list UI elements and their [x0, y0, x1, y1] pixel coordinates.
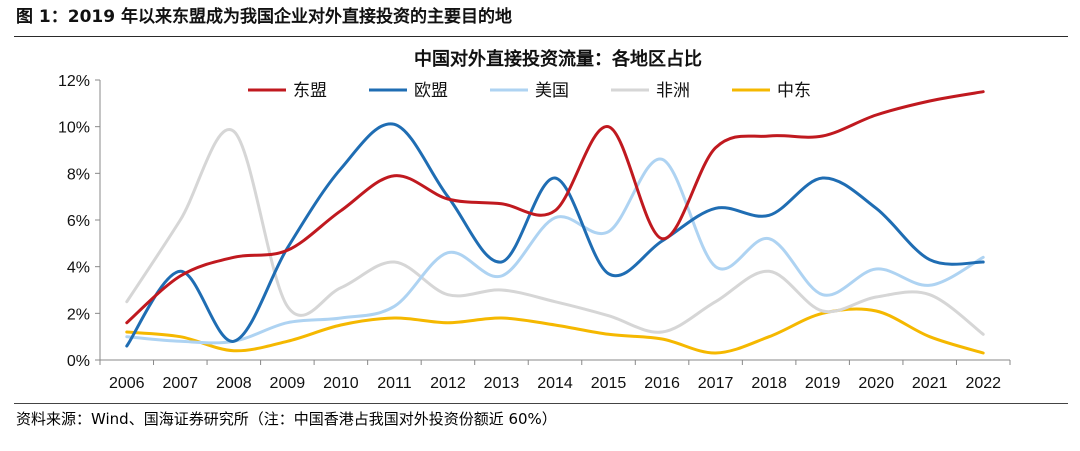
series-line-0: [125, 90, 985, 325]
source-note: 资料来源：Wind、国海证券研究所（注：中国香港占我国对外投资份额近 60%）: [16, 410, 557, 428]
y-tick-label: 8%: [67, 166, 90, 183]
y-tick-label: 6%: [67, 213, 90, 230]
line-chart: 中国对外直接投资流量：各地区占比 东盟 欧盟 美国 非洲 中东 0% 2% 4% 6% 8% 10…: [58, 48, 1011, 392]
x-tick-label: 2008: [216, 375, 252, 392]
legend-label: 东盟: [293, 81, 327, 101]
y-tick-label: 4%: [67, 260, 90, 277]
legend-label: 非洲: [656, 81, 690, 101]
y-tick-label: 2%: [67, 306, 90, 323]
y-tick-label: 10%: [58, 120, 90, 137]
legend-label: 中东: [777, 81, 811, 101]
legend-label: 美国: [535, 81, 569, 101]
title-rule: [14, 36, 1068, 37]
series-line-3: [125, 127, 985, 336]
x-tick-label: 2007: [162, 375, 198, 392]
x-tick-label: 2013: [484, 375, 520, 392]
x-tick-label: 2011: [377, 375, 412, 392]
x-tick-label: 2012: [430, 375, 466, 392]
x-axis: 2006 2007 2008 2009 2010 2011 2012 2013 2014 2015…: [99, 359, 1011, 392]
x-tick-label: 2021: [912, 375, 948, 392]
x-tick-label: 2017: [698, 375, 734, 392]
legend: 东盟 欧盟 美国 非洲 中东: [248, 81, 811, 101]
x-tick-label: 2009: [270, 375, 306, 392]
x-tick-label: 2010: [323, 375, 359, 392]
legend-label: 欧盟: [414, 81, 448, 101]
x-tick-label: 2019: [805, 375, 841, 392]
y-tick-label: 0%: [67, 353, 90, 370]
chart-title: 中国对外直接投资流量：各地区占比: [414, 48, 702, 70]
series-line-1: [125, 122, 985, 348]
x-tick-label: 2006: [109, 375, 145, 392]
x-tick-label: 2020: [858, 375, 894, 392]
source-rule: [14, 403, 1068, 404]
x-tick-label: 2014: [537, 375, 573, 392]
x-tick-label: 2015: [591, 375, 627, 392]
x-tick-label: 2018: [751, 375, 787, 392]
plot-lines: [125, 90, 985, 355]
series-line-2: [125, 157, 985, 345]
x-tick-label: 2022: [965, 375, 1001, 392]
figure-title: 图 1：2019 年以来东盟成为我国企业对外直接投资的主要目的地: [16, 7, 512, 27]
y-tick-label: 12%: [58, 73, 90, 90]
y-axis: 0% 2% 4% 6% 8% 10% 12%: [58, 73, 101, 370]
x-tick-label: 2016: [644, 375, 680, 392]
